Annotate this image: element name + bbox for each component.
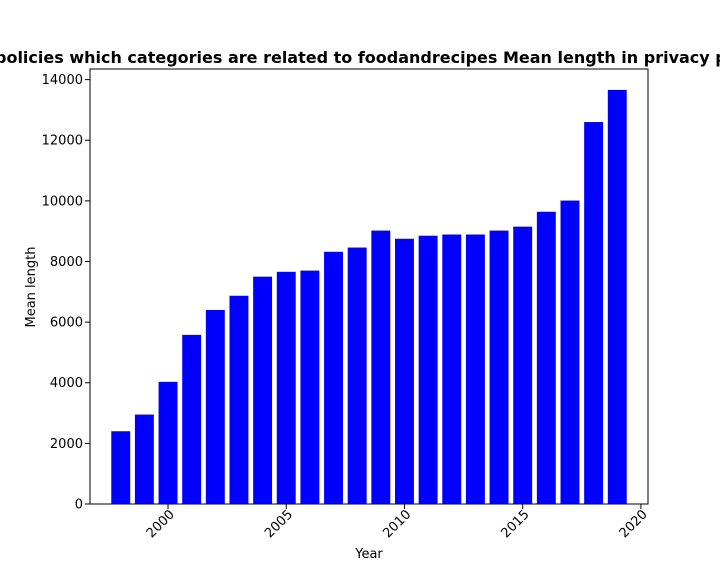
bar-2002 [205, 309, 225, 504]
bar-2012 [442, 234, 462, 504]
bar-2000 [158, 381, 178, 504]
bar-2016 [536, 211, 556, 504]
x-tick-label: 2005 [262, 507, 296, 541]
bar-2010 [395, 238, 414, 504]
bar-2011 [418, 235, 438, 504]
bar-2004 [253, 276, 273, 504]
y-tick-label: 6000 [50, 316, 83, 331]
bar-1999 [134, 414, 154, 504]
chart-title: Percentage of policies which categories … [0, 48, 720, 67]
x-tick-label: 2015 [499, 507, 533, 541]
bars-group [111, 89, 627, 505]
plot-frame [89, 68, 649, 505]
x-tick-label: 2000 [144, 507, 178, 541]
x-tick-label: 2020 [617, 507, 651, 541]
bar-2013 [465, 234, 485, 504]
bar-2014 [489, 230, 509, 504]
y-tick-label: 10000 [42, 194, 83, 209]
y-tick-label: 0 [75, 498, 83, 513]
y-tick-label: 4000 [50, 376, 83, 391]
bar-2018 [584, 122, 604, 505]
bar-2009 [371, 230, 391, 504]
x-axis-label: Year [354, 547, 383, 562]
x-tick-label: 2010 [380, 507, 414, 541]
y-tick-label: 12000 [42, 134, 83, 149]
y-tick-label: 8000 [50, 255, 83, 270]
bar-2017 [560, 200, 580, 504]
bar-2005 [276, 271, 296, 504]
bar-2001 [182, 334, 202, 504]
bar-2003 [229, 295, 249, 504]
y-tick-label: 14000 [42, 73, 83, 88]
bar-2008 [347, 247, 367, 505]
bar-2015 [513, 226, 533, 504]
bar-2019 [607, 89, 627, 505]
y-tick-label: 2000 [50, 437, 83, 452]
y-axis-label: Mean length [24, 247, 39, 328]
bar-1998 [111, 431, 131, 504]
y-axis-ticks: 0 2000 4000 6000 8000 10000 12000 14000 [42, 73, 90, 513]
bar-2006 [300, 270, 320, 504]
bar-2007 [324, 251, 343, 504]
x-axis-ticks: 2000 2005 2010 2015 2020 [144, 504, 651, 541]
